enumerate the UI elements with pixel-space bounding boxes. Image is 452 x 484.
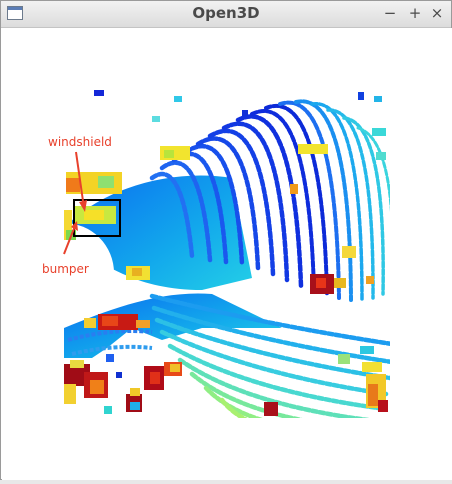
point-cloud-view[interactable]: windshield bumper — [2, 28, 452, 480]
windshield-arrow — [75, 151, 85, 209]
bumper-arrowhead — [71, 221, 78, 231]
highlight-box — [73, 199, 121, 237]
bumper-label: bumper — [42, 262, 89, 276]
title-bar[interactable]: Open3D − + × — [1, 1, 451, 28]
maximize-button[interactable]: + — [408, 4, 422, 22]
window-title: Open3D — [192, 4, 260, 22]
bumper-arrow — [63, 225, 76, 255]
minimize-button[interactable]: − — [383, 4, 397, 22]
windshield-arrowhead — [79, 200, 87, 212]
render-canvas[interactable]: windshield bumper — [2, 28, 452, 480]
window-icon — [7, 6, 23, 20]
windshield-label: windshield — [48, 135, 112, 149]
close-button[interactable]: × — [430, 4, 444, 22]
